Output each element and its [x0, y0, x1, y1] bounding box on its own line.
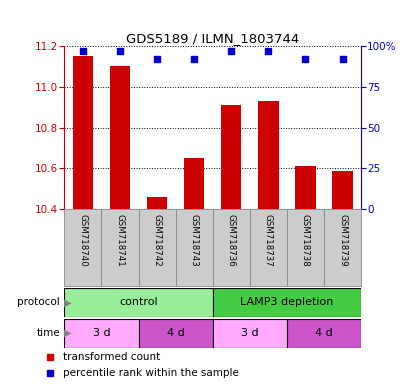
Text: protocol: protocol	[17, 297, 60, 308]
Text: ▶: ▶	[63, 328, 71, 338]
Text: 4 d: 4 d	[167, 328, 185, 338]
Bar	[258, 101, 278, 209]
Point	[80, 48, 86, 54]
Point	[302, 56, 309, 62]
Bar	[73, 56, 93, 209]
Text: LAMP3 depletion: LAMP3 depletion	[240, 297, 334, 308]
Bar	[64, 319, 139, 348]
Bar	[139, 209, 176, 286]
Text: time: time	[37, 328, 60, 338]
Text: 4 d: 4 d	[315, 328, 333, 338]
Bar	[221, 105, 242, 209]
Point	[117, 48, 123, 54]
Text: 3 d: 3 d	[93, 328, 110, 338]
Point	[339, 56, 346, 62]
Text: ▶: ▶	[63, 297, 71, 308]
Title: GDS5189 / ILMN_1803744: GDS5189 / ILMN_1803744	[126, 32, 299, 45]
Text: GSM718740: GSM718740	[78, 214, 88, 266]
Point	[191, 56, 198, 62]
Bar	[213, 319, 287, 348]
Text: percentile rank within the sample: percentile rank within the sample	[63, 368, 239, 378]
Text: GSM718742: GSM718742	[153, 214, 161, 266]
Point	[228, 48, 234, 54]
Bar	[295, 166, 316, 209]
Bar	[139, 319, 213, 348]
Text: 3 d: 3 d	[241, 328, 259, 338]
Text: GSM718738: GSM718738	[301, 214, 310, 266]
Text: transformed count: transformed count	[63, 352, 160, 362]
Text: GSM718741: GSM718741	[115, 214, 124, 266]
Point	[265, 48, 272, 54]
Bar	[324, 209, 361, 286]
Point	[154, 56, 160, 62]
Text: control: control	[119, 297, 158, 308]
Text: GSM718736: GSM718736	[227, 214, 236, 266]
Text: GSM718739: GSM718739	[338, 214, 347, 266]
Bar	[250, 209, 287, 286]
Bar	[176, 209, 213, 286]
Bar	[213, 288, 361, 317]
Text: GSM718743: GSM718743	[190, 214, 199, 266]
Bar	[184, 158, 204, 209]
Bar	[101, 209, 139, 286]
Bar	[64, 209, 101, 286]
Text: GSM718737: GSM718737	[264, 214, 273, 266]
Bar	[147, 197, 167, 209]
Bar	[332, 170, 353, 209]
Bar	[213, 209, 250, 286]
Bar	[287, 209, 324, 286]
Bar	[287, 319, 361, 348]
Bar	[110, 66, 130, 209]
Bar	[64, 288, 213, 317]
